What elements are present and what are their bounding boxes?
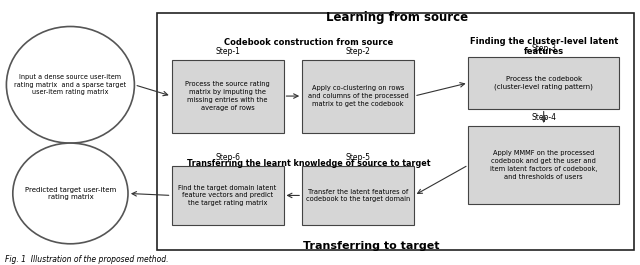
Text: Transfer the latent features of
codebook to the target domain: Transfer the latent features of codebook… [306,189,410,202]
Bar [157,13,634,250]
Text: Transferring the learnt knowledge of source to target: Transferring the learnt knowledge of sou… [187,159,431,168]
Bar [461,34,627,237]
Text: Step-6: Step-6 [215,153,240,162]
Bar [163,156,454,237]
Ellipse shape [6,26,134,143]
Text: Step-4: Step-4 [531,113,556,122]
Ellipse shape [13,143,128,244]
Text: Input a dense source user-item
rating matrix  and a sparse target
user-item rati: Input a dense source user-item rating ma… [14,74,127,95]
Bar [468,57,619,109]
Text: Apply co-clustering on rows
and columns of the processed
matrix to get the codeb: Apply co-clustering on rows and columns … [308,85,408,107]
Bar [163,34,454,150]
Text: Step-3: Step-3 [531,44,556,53]
Text: Find the target domain latent
feature vectors and predict
the target rating matr: Find the target domain latent feature ve… [179,185,276,206]
Text: Step-5: Step-5 [346,153,371,162]
Text: Learning from source: Learning from source [326,11,468,24]
Text: Transferring to target: Transferring to target [303,241,440,251]
Text: Finding the cluster-level latent
features: Finding the cluster-level latent feature… [470,37,618,56]
Text: Step-2: Step-2 [346,47,371,56]
Bar [172,166,284,225]
Text: Fig. 1  Illustration of the proposed method.: Fig. 1 Illustration of the proposed meth… [5,255,168,264]
Text: Predicted target user-item
rating matrix: Predicted target user-item rating matrix [25,187,116,200]
Bar [468,126,619,204]
Bar [172,60,284,132]
Bar [302,60,414,132]
Text: Step-1: Step-1 [215,47,240,56]
Text: Process the codebook
(cluster-level rating pattern): Process the codebook (cluster-level rati… [494,76,593,90]
Text: Apply MMMF on the processed
codebook and get the user and
item latent factors of: Apply MMMF on the processed codebook and… [490,150,597,180]
Bar [302,166,414,225]
Text: Codebook construction from source: Codebook construction from source [224,38,394,47]
Text: Process the source rating
matrix by imputing the
missing entries with the
averag: Process the source rating matrix by impu… [185,81,270,111]
